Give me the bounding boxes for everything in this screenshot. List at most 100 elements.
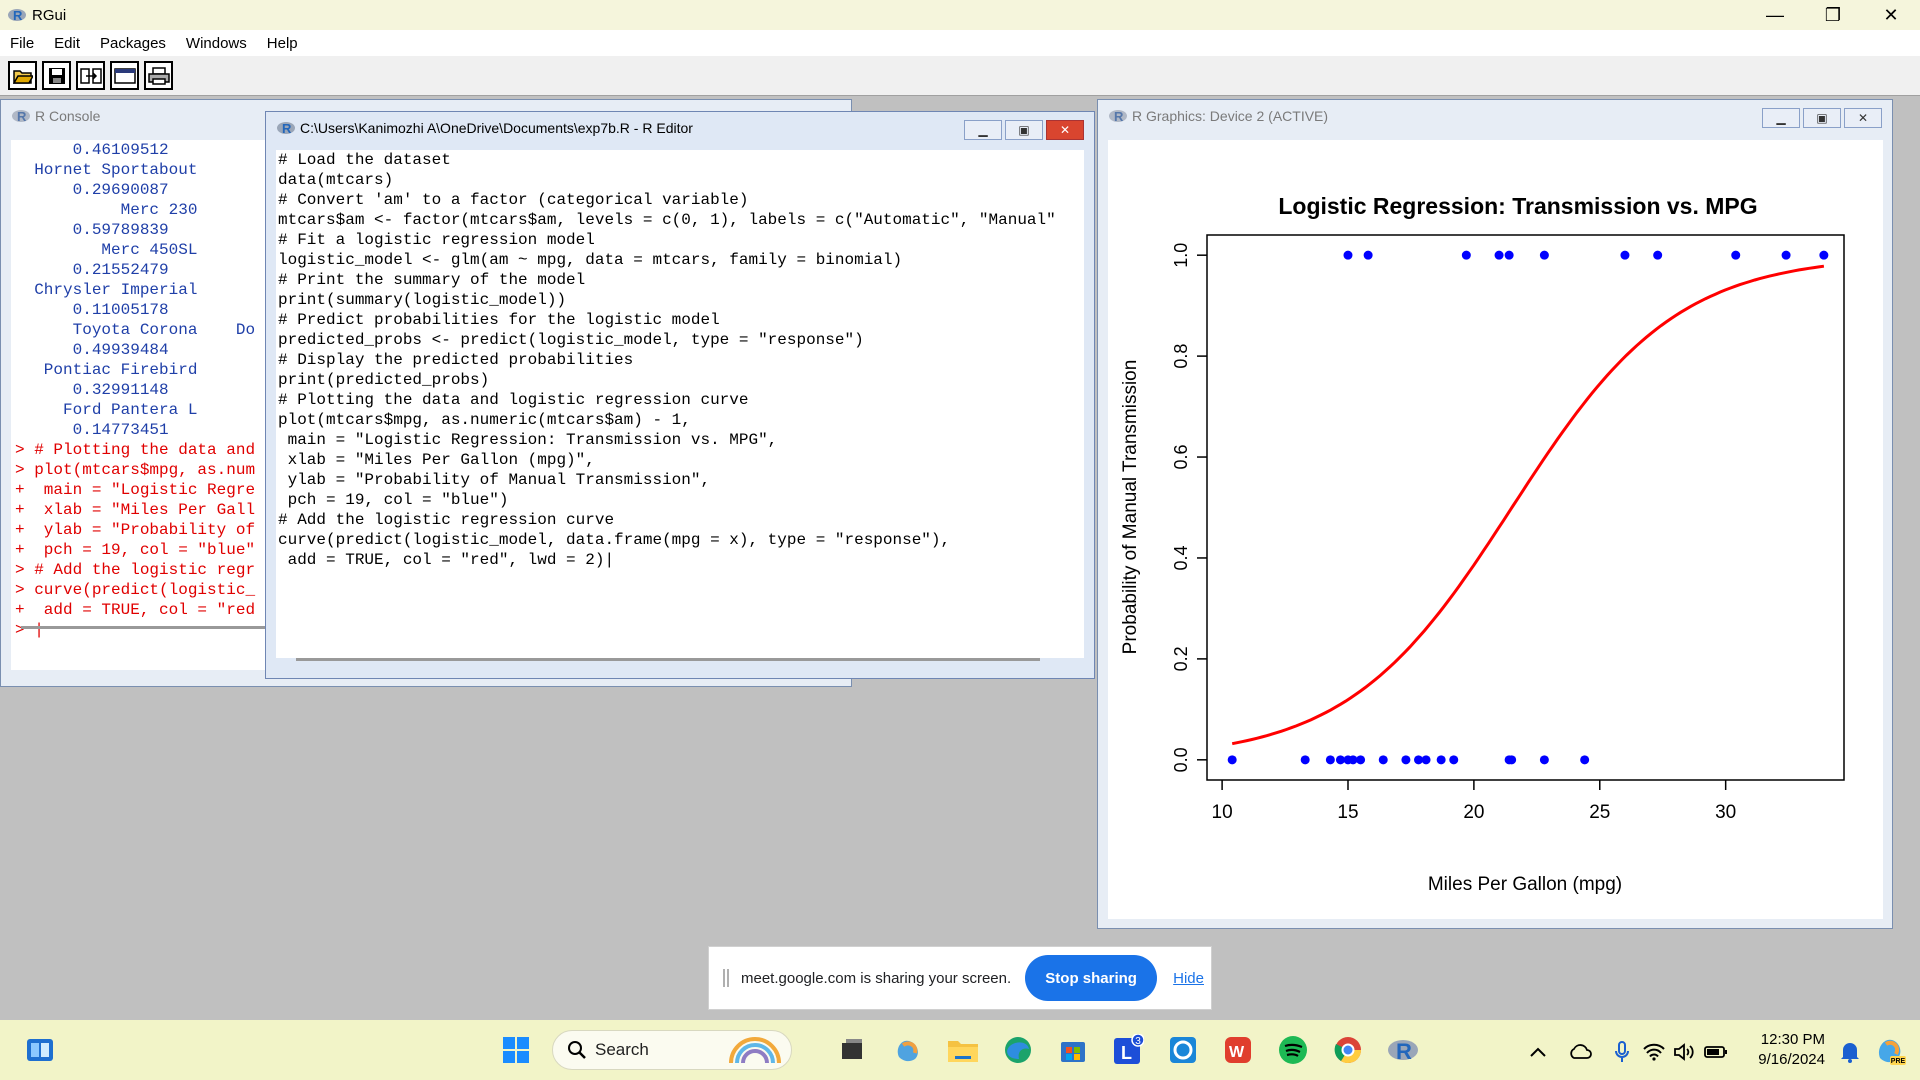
data-point — [1620, 250, 1630, 260]
notification-badge: 3 — [1135, 1036, 1141, 1047]
stop-sharing-button[interactable]: Stop sharing — [1025, 955, 1158, 1001]
console-line: > plot(mtcars$mpg, as.num — [15, 461, 256, 479]
x-axis-label: Miles Per Gallon (mpg) — [1428, 874, 1622, 895]
code-line: # Load the dataset — [278, 151, 451, 169]
restore-button[interactable]: ❐ — [1824, 4, 1842, 25]
data-point — [1363, 250, 1373, 260]
console-line: Merc 230 — [15, 201, 198, 219]
minimize-button[interactable]: — — [1766, 4, 1784, 25]
console-titlebar: R R Console — [1, 100, 851, 132]
microphone-icon[interactable] — [1604, 1034, 1640, 1070]
system-clock[interactable]: 12:30 PM 9/16/2024 — [1735, 1030, 1825, 1070]
code-line: add = TRUE, col = "red", lwd = 2)| — [278, 551, 615, 569]
chrome-icon[interactable] — [1330, 1032, 1366, 1068]
y-tick-label: 0.0 — [1171, 747, 1191, 772]
editor-titlebar: R C:\Users\Kanimozhi A\OneDrive\Document… — [266, 112, 1094, 144]
copilot-preview-icon[interactable]: PRE — [1872, 1032, 1908, 1068]
file-explorer-icon[interactable] — [945, 1032, 981, 1068]
code-line: # Fit a logistic regression model — [278, 231, 595, 249]
edge-icon[interactable] — [1000, 1032, 1036, 1068]
screen-share-banner: meet.google.com is sharing your screen. … — [708, 946, 1212, 1010]
menu-windows[interactable]: Windows — [185, 34, 247, 52]
code-line: predicted_probs <- predict(logistic_mode… — [278, 331, 864, 349]
editor-code-area[interactable]: # Load the dataset data(mtcars) # Convert … — [276, 150, 1084, 658]
editor-minimize-button[interactable]: ▁ — [964, 120, 1002, 140]
console-line: > | — [15, 621, 44, 639]
editor-maximize-button[interactable]: ▣ — [1005, 120, 1043, 140]
graphics-minimize-button[interactable]: ▁ — [1762, 108, 1800, 128]
task-view-icon[interactable] — [834, 1032, 870, 1068]
svg-text:PRE: PRE — [1891, 1058, 1906, 1065]
data-point — [1539, 250, 1549, 260]
hide-link[interactable]: Hide — [1173, 969, 1204, 987]
console-window-button[interactable] — [110, 61, 139, 90]
r-editor-window[interactable]: R C:\Users\Kanimozhi A\OneDrive\Document… — [265, 111, 1095, 679]
spotify-icon[interactable] — [1275, 1032, 1311, 1068]
clock-date: 9/16/2024 — [1758, 1051, 1825, 1068]
menu-help[interactable]: Help — [266, 34, 298, 52]
y-tick-label: 0.6 — [1171, 445, 1191, 470]
y-tick-label: 0.8 — [1171, 344, 1191, 369]
data-point — [1227, 755, 1237, 765]
code-line: ylab = "Probability of Manual Transmissi… — [278, 471, 711, 489]
copilot-icon[interactable] — [890, 1032, 926, 1068]
store-icon[interactable] — [1055, 1032, 1091, 1068]
menu-file[interactable]: File — [10, 34, 35, 52]
editor-horizontal-scrollbar[interactable] — [296, 658, 1040, 661]
r-graphics-window[interactable]: R R Graphics: Device 2 (ACTIVE) ▁ ▣ ✕ Lo… — [1097, 99, 1893, 929]
office-icon[interactable]: W — [1220, 1032, 1256, 1068]
menu-packages[interactable]: Packages — [100, 34, 166, 52]
floppy-disk-icon — [48, 67, 65, 84]
notification-bell-icon[interactable] — [1832, 1034, 1868, 1070]
editor-title: C:\Users\Kanimozhi A\OneDrive\Documents\… — [300, 120, 693, 136]
chevron-up-icon[interactable] — [1520, 1034, 1556, 1070]
open-script-button[interactable] — [8, 61, 37, 90]
data-point — [1819, 250, 1829, 260]
graphics-titlebar: R R Graphics: Device 2 (ACTIVE) ▁ ▣ ✕ — [1098, 100, 1892, 132]
data-point — [1335, 755, 1345, 765]
save-button[interactable] — [42, 61, 71, 90]
battery-icon[interactable] — [1698, 1034, 1734, 1070]
search-icon — [567, 1040, 587, 1060]
console-line: + xlab = "Miles Per Gall — [15, 501, 256, 519]
data-point — [1436, 755, 1446, 765]
search-highlight-icon — [727, 1037, 783, 1070]
data-point — [1731, 250, 1741, 260]
data-point — [1378, 755, 1388, 765]
r-gui-icon[interactable]: R — [1385, 1032, 1421, 1068]
cloud-icon[interactable] — [1562, 1034, 1598, 1070]
r-logo-icon: R — [276, 120, 296, 136]
drag-handle-icon[interactable] — [723, 969, 729, 987]
wifi-icon[interactable] — [1636, 1034, 1672, 1070]
logistic-regression-chart: Logistic Regression: Transmission vs. MP… — [1120, 193, 1845, 895]
console-line: 0.29690087 — [15, 181, 169, 199]
print-button[interactable] — [144, 61, 173, 90]
x-tick-label: 20 — [1463, 802, 1484, 823]
graphics-maximize-button[interactable]: ▣ — [1803, 108, 1841, 128]
y-tick-label: 1.0 — [1171, 243, 1191, 268]
console-line: + main = "Logistic Regre — [15, 481, 256, 499]
editor-close-button[interactable]: ✕ — [1046, 120, 1084, 140]
console-line: Pontiac Firebird — [15, 361, 198, 379]
windows-start-icon[interactable] — [498, 1032, 534, 1068]
arrows-split-icon — [79, 67, 102, 84]
y-tick-label: 0.2 — [1171, 646, 1191, 671]
search-label: Search — [595, 1040, 649, 1059]
close-button[interactable]: ✕ — [1883, 4, 1899, 25]
circle-app-icon[interactable] — [1165, 1032, 1201, 1068]
console-line: + ylab = "Probability of — [15, 521, 256, 539]
share-message: meet.google.com is sharing your screen. — [741, 969, 1012, 987]
graphics-close-button[interactable]: ✕ — [1844, 108, 1882, 128]
console-title: R Console — [35, 108, 101, 124]
taskbar-search[interactable]: Search — [552, 1030, 792, 1070]
code-line: pch = 19, col = "blue") — [278, 491, 509, 509]
code-line: # Print the summary of the model — [278, 271, 586, 289]
console-line: 0.14773451 — [15, 421, 169, 439]
console-line: 0.32991148 — [15, 381, 169, 399]
code-line: # Add the logistic regression curve — [278, 511, 615, 529]
volume-icon[interactable] — [1666, 1034, 1702, 1070]
widgets-icon[interactable] — [22, 1032, 58, 1068]
load-workspace-button[interactable] — [76, 61, 105, 90]
menu-edit[interactable]: Edit — [54, 34, 81, 52]
